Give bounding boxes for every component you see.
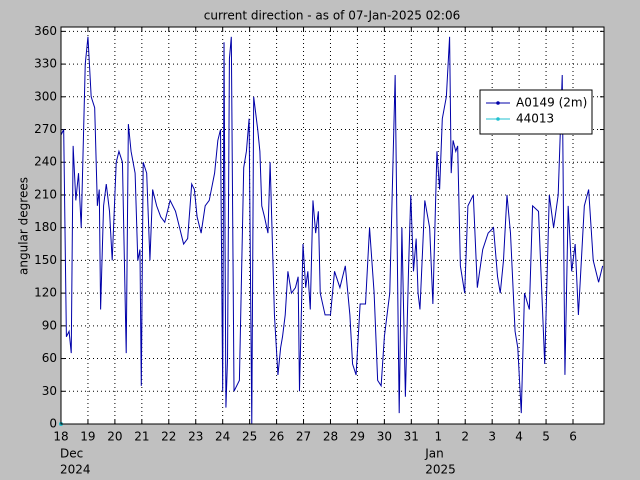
y-tick-label: 60 [42,351,57,365]
x-tick-label: 1 [434,430,442,444]
x-tick-label: 23 [188,430,203,444]
x-tick-label: 18 [53,430,68,444]
x-year-label: 2024 [60,463,91,477]
y-tick-label: 360 [34,24,57,38]
y-tick-label: 90 [42,318,57,332]
y-tick-label: 120 [34,286,57,300]
y-tick-label: 180 [34,220,57,234]
x-tick-label: 25 [242,430,257,444]
x-tick-label: 26 [269,430,284,444]
x-tick-label: 22 [161,430,176,444]
legend-marker [496,101,500,105]
y-tick-label: 330 [34,57,57,71]
y-tick-label: 240 [34,155,57,169]
data-line [60,36,604,425]
x-tick-label: 6 [569,430,577,444]
legend-marker [496,117,500,121]
x-tick-label: 5 [542,430,550,444]
y-tick-label: 270 [34,122,57,136]
y-axis-label: angular degrees [17,177,31,275]
plot-border [60,26,605,425]
legend: A0149 (2m) 44013 [479,89,593,135]
chart-title: current direction - as of 07-Jan-2025 02… [204,9,460,23]
x-tick-label: 27 [296,430,311,444]
legend-box [479,89,593,135]
y-tick-label: 150 [34,253,57,267]
x-month-label: Dec [60,447,83,461]
x-tick-label: 24 [215,430,230,444]
x-year-label: 2025 [425,463,456,477]
y-tick-label: 300 [34,89,57,103]
x-tick-label: 2 [461,430,469,444]
x-tick-label: 28 [323,430,338,444]
legend-label: A0149 (2m) [516,96,587,110]
x-tick-label: 29 [350,430,365,444]
x-tick-label: 4 [515,430,523,444]
x-tick-label: 19 [80,430,95,444]
x-tick-label: 20 [107,430,122,444]
x-tick-label: 30 [377,430,392,444]
y-tick-label: 0 [49,417,57,431]
legend-label: 44013 [516,112,554,126]
x-month-label: Jan [424,447,444,461]
x-tick-label: 21 [134,430,149,444]
y-tick-label: 210 [34,187,57,201]
y-tick-label: 30 [42,384,57,398]
x-tick-label: 3 [488,430,496,444]
x-tick-label: 31 [404,430,419,444]
